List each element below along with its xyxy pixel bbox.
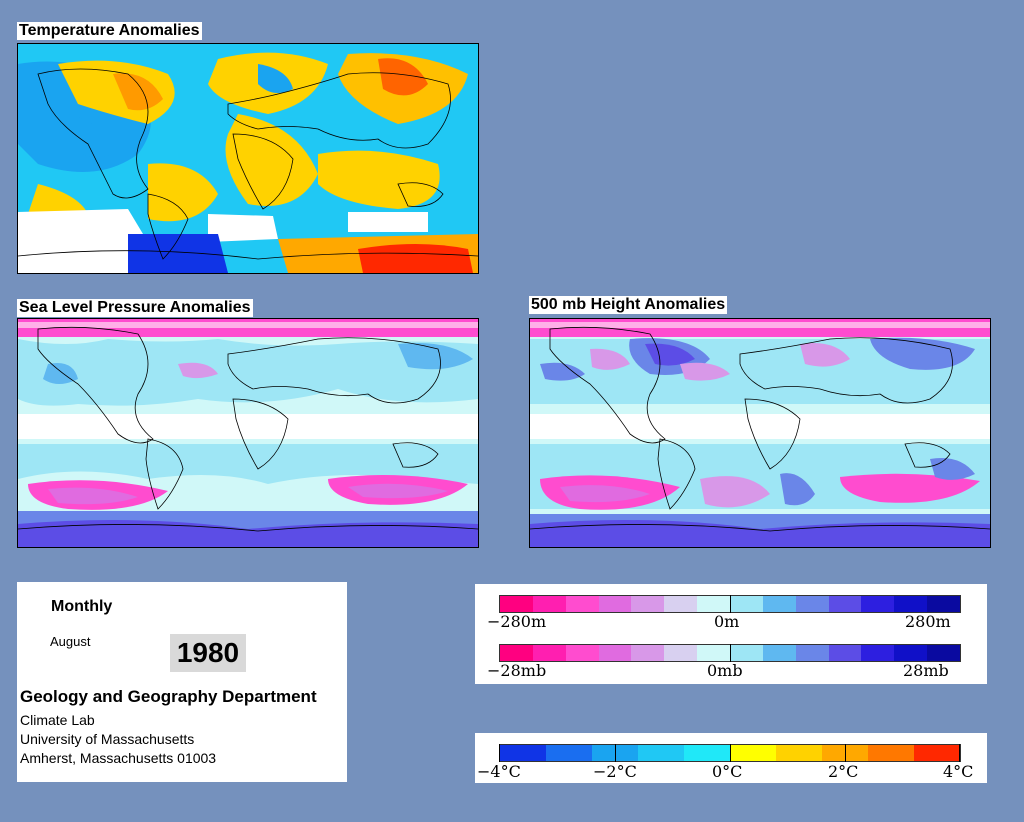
temperature-legend: −4°C −2°C 0°C 2°C 4°C [475, 733, 987, 783]
temperature-title: Temperature Anomalies [17, 22, 202, 40]
height-swatch-13 [894, 596, 928, 612]
pressure-swatch-7 [697, 645, 731, 661]
height-swatch-2 [532, 596, 566, 612]
height-mid-label: 0m [714, 612, 740, 631]
temp-label-1: −4°C [477, 762, 521, 781]
pressure-swatch-10 [795, 645, 829, 661]
temperature-anomaly-map [17, 43, 479, 274]
height-min-label: −280m [487, 612, 547, 631]
height-max-label: 280m [905, 612, 951, 631]
pressure-swatch-13 [894, 645, 928, 661]
height-swatch-12 [861, 596, 895, 612]
pressure-swatch-4 [598, 645, 632, 661]
temperature-swatch-10 [914, 745, 960, 761]
temp-tick-3 [730, 744, 731, 762]
pressure-max-label: 28mb [903, 661, 949, 680]
pressure-swatch-2 [532, 645, 566, 661]
pressure-swatch-6 [664, 645, 698, 661]
temp-label-2: −2°C [593, 762, 637, 781]
temperature-swatch-5 [684, 745, 730, 761]
slp-title: Sea Level Pressure Anomalies [17, 299, 253, 317]
info-panel: Monthly August 1980 Geology and Geograph… [17, 582, 347, 782]
pressure-swatch-8 [730, 645, 763, 661]
pressure-swatch-12 [861, 645, 895, 661]
temperature-swatch-1 [500, 745, 546, 761]
height-swatch-10 [795, 596, 829, 612]
month-label: August [50, 634, 91, 649]
pressure-swatch-3 [565, 645, 599, 661]
temp-label-5: 4°C [943, 762, 974, 781]
university-name: University of Massachusetts [20, 731, 195, 747]
height-swatch-3 [565, 596, 599, 612]
lab-name: Climate Lab [20, 712, 95, 728]
height-swatch-5 [631, 596, 665, 612]
height-swatch-4 [598, 596, 632, 612]
height-swatch-6 [664, 596, 698, 612]
500mb-height-map [529, 318, 991, 548]
temperature-swatch-2 [546, 745, 592, 761]
height-swatch-9 [762, 596, 796, 612]
temp-tick-2 [615, 744, 616, 762]
temperature-swatch-4 [638, 745, 684, 761]
pressure-min-label: −28mb [487, 661, 547, 680]
pressure-zero-tick [730, 644, 731, 662]
height-swatch-7 [697, 596, 731, 612]
sea-level-pressure-map [17, 318, 479, 548]
height500-title: 500 mb Height Anomalies [529, 296, 728, 314]
temp-tick-4 [845, 744, 846, 762]
anomaly-legend: −280m 0m 280m −28mb 0mb 28mb [475, 584, 987, 684]
pressure-swatch-11 [828, 645, 862, 661]
year-label: 1980 [170, 634, 246, 672]
height-zero-tick [730, 595, 731, 613]
period-label: Monthly [51, 598, 113, 615]
height-color-bar [499, 595, 961, 613]
address: Amherst, Massachusetts 01003 [20, 750, 217, 766]
pressure-swatch-1 [500, 645, 533, 661]
height-swatch-1 [500, 596, 533, 612]
temp-label-4: 2°C [828, 762, 859, 781]
temperature-swatch-7 [776, 745, 822, 761]
height-swatch-14 [927, 596, 961, 612]
pressure-swatch-5 [631, 645, 665, 661]
pressure-swatch-14 [927, 645, 961, 661]
temp-tick-1 [499, 744, 500, 762]
pressure-swatch-9 [762, 645, 796, 661]
height-swatch-11 [828, 596, 862, 612]
temp-label-3: 0°C [712, 762, 743, 781]
temperature-swatch-6 [730, 745, 776, 761]
department-name: Geology and Geography Department [20, 687, 317, 706]
pressure-mid-label: 0mb [707, 661, 743, 680]
temperature-swatch-9 [868, 745, 914, 761]
temp-tick-5 [959, 744, 960, 762]
height-swatch-8 [730, 596, 763, 612]
